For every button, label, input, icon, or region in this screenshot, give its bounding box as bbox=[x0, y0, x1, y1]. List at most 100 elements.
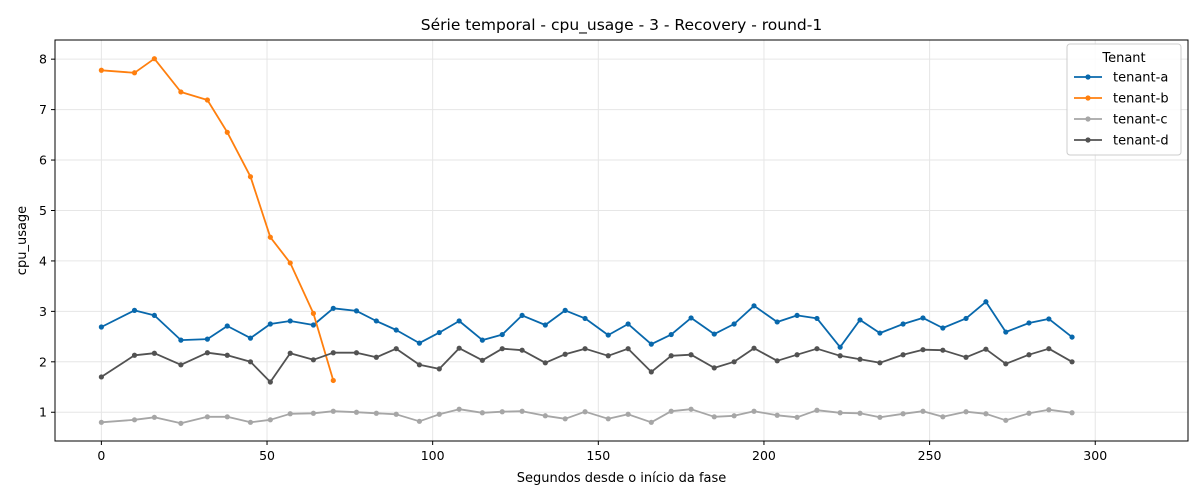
data-point-tenant-d bbox=[900, 352, 906, 358]
data-point-tenant-a bbox=[499, 331, 505, 338]
y-tick-label: 7 bbox=[39, 102, 47, 117]
data-point-tenant-c bbox=[648, 419, 654, 425]
data-point-tenant-b bbox=[247, 174, 254, 180]
data-point-tenant-a bbox=[837, 344, 843, 350]
data-point-tenant-b bbox=[131, 70, 138, 76]
data-point-tenant-d bbox=[178, 362, 184, 368]
data-point-tenant-c bbox=[436, 411, 442, 417]
data-point-tenant-a bbox=[582, 315, 588, 322]
data-point-tenant-d bbox=[330, 350, 336, 356]
y-tick-label: 8 bbox=[39, 52, 47, 67]
data-point-tenant-d bbox=[877, 360, 883, 366]
series-line-tenant-d bbox=[100, 347, 1073, 383]
y-tick-label: 5 bbox=[39, 203, 47, 218]
series-tenant-b bbox=[98, 56, 336, 384]
data-point-tenant-d bbox=[456, 345, 462, 351]
data-point-tenant-a bbox=[1026, 320, 1032, 326]
data-point-tenant-a bbox=[353, 308, 360, 314]
data-point-tenant-c bbox=[1046, 407, 1052, 413]
data-point-tenant-d bbox=[668, 353, 674, 359]
data-point-tenant-a bbox=[562, 307, 568, 313]
data-point-tenant-d bbox=[131, 352, 138, 358]
y-tick-label: 1 bbox=[39, 405, 47, 420]
series-group bbox=[98, 56, 1075, 426]
data-point-tenant-d bbox=[940, 347, 946, 353]
data-point-tenant-d bbox=[731, 359, 737, 365]
data-point-tenant-a bbox=[131, 307, 138, 313]
legend-label: tenant-a bbox=[1113, 71, 1168, 86]
data-point-tenant-a bbox=[625, 321, 631, 327]
data-point-tenant-c bbox=[731, 413, 737, 419]
data-point-tenant-d bbox=[625, 346, 631, 352]
data-point-tenant-c bbox=[479, 410, 485, 416]
legend-swatch-marker bbox=[1085, 74, 1091, 80]
data-point-tenant-c bbox=[877, 414, 883, 420]
legend-box bbox=[1066, 43, 1182, 156]
data-point-tenant-d bbox=[519, 347, 525, 353]
data-point-tenant-c bbox=[857, 410, 863, 416]
data-point-tenant-c bbox=[562, 416, 568, 422]
data-point-tenant-c bbox=[519, 408, 525, 414]
data-point-tenant-c bbox=[625, 411, 631, 417]
x-tick-label: 250 bbox=[918, 448, 942, 463]
legend-item-tenant-b: tenant-b bbox=[1074, 92, 1169, 107]
data-point-tenant-b bbox=[287, 260, 293, 266]
x-tick-label: 300 bbox=[1083, 448, 1107, 463]
series-tenant-d bbox=[98, 345, 1075, 385]
data-point-tenant-d bbox=[1069, 359, 1075, 365]
y-axis-ticks: 1 2 3 4 5 6 7 8 bbox=[39, 52, 55, 420]
data-point-tenant-c bbox=[310, 410, 317, 416]
x-tick-label: 100 bbox=[421, 448, 445, 463]
data-point-tenant-c bbox=[605, 416, 611, 422]
data-point-tenant-c bbox=[794, 414, 800, 420]
data-point-tenant-a bbox=[668, 331, 674, 338]
data-point-tenant-c bbox=[983, 411, 989, 417]
data-point-tenant-a bbox=[267, 321, 273, 327]
legend-swatch-marker bbox=[1085, 137, 1091, 143]
data-point-tenant-d bbox=[582, 346, 588, 352]
series-line-tenant-a bbox=[100, 300, 1073, 349]
data-point-tenant-a bbox=[648, 341, 654, 347]
data-point-tenant-d bbox=[605, 353, 611, 359]
legend-label: tenant-b bbox=[1113, 92, 1169, 107]
data-point-tenant-a bbox=[920, 315, 926, 321]
data-point-tenant-a bbox=[178, 337, 184, 343]
data-point-tenant-d bbox=[393, 346, 399, 352]
data-point-tenant-d bbox=[479, 357, 485, 363]
data-point-tenant-d bbox=[247, 359, 254, 365]
data-point-tenant-a bbox=[751, 303, 757, 309]
data-point-tenant-c bbox=[131, 417, 138, 423]
data-point-tenant-b bbox=[204, 97, 210, 103]
data-point-tenant-a bbox=[857, 317, 863, 323]
data-point-tenant-a bbox=[224, 323, 230, 329]
data-point-tenant-a bbox=[1069, 334, 1075, 340]
data-point-tenant-d bbox=[794, 352, 800, 358]
chart-title: Série temporal - cpu_usage - 3 - Recover… bbox=[421, 16, 822, 35]
data-point-tenant-d bbox=[98, 374, 104, 380]
data-point-tenant-c bbox=[1069, 410, 1075, 416]
data-point-tenant-b bbox=[267, 234, 273, 240]
data-point-tenant-d bbox=[751, 345, 757, 351]
data-point-tenant-c bbox=[353, 409, 360, 415]
data-point-tenant-c bbox=[711, 414, 717, 420]
data-point-tenant-a bbox=[373, 318, 379, 324]
data-point-tenant-a bbox=[393, 327, 399, 333]
data-point-tenant-c bbox=[774, 412, 780, 418]
data-point-tenant-d bbox=[224, 352, 230, 358]
legend-item-tenant-a: tenant-a bbox=[1074, 71, 1168, 86]
data-point-tenant-d bbox=[1026, 352, 1032, 358]
data-point-tenant-c bbox=[751, 408, 757, 414]
series-tenant-a bbox=[98, 299, 1075, 350]
data-point-tenant-b bbox=[98, 67, 104, 73]
grid bbox=[55, 40, 1188, 441]
data-point-tenant-d bbox=[151, 350, 157, 356]
data-point-tenant-a bbox=[247, 335, 254, 341]
data-point-tenant-d bbox=[711, 365, 717, 371]
x-axis-ticks: 0 50 100 150 200 250 300 bbox=[97, 441, 1107, 463]
data-point-tenant-a bbox=[204, 336, 210, 342]
data-point-tenant-c bbox=[247, 419, 254, 425]
data-point-tenant-a bbox=[98, 324, 104, 330]
data-point-tenant-a bbox=[983, 299, 989, 305]
data-point-tenant-a bbox=[900, 321, 906, 327]
data-point-tenant-c bbox=[393, 411, 399, 417]
